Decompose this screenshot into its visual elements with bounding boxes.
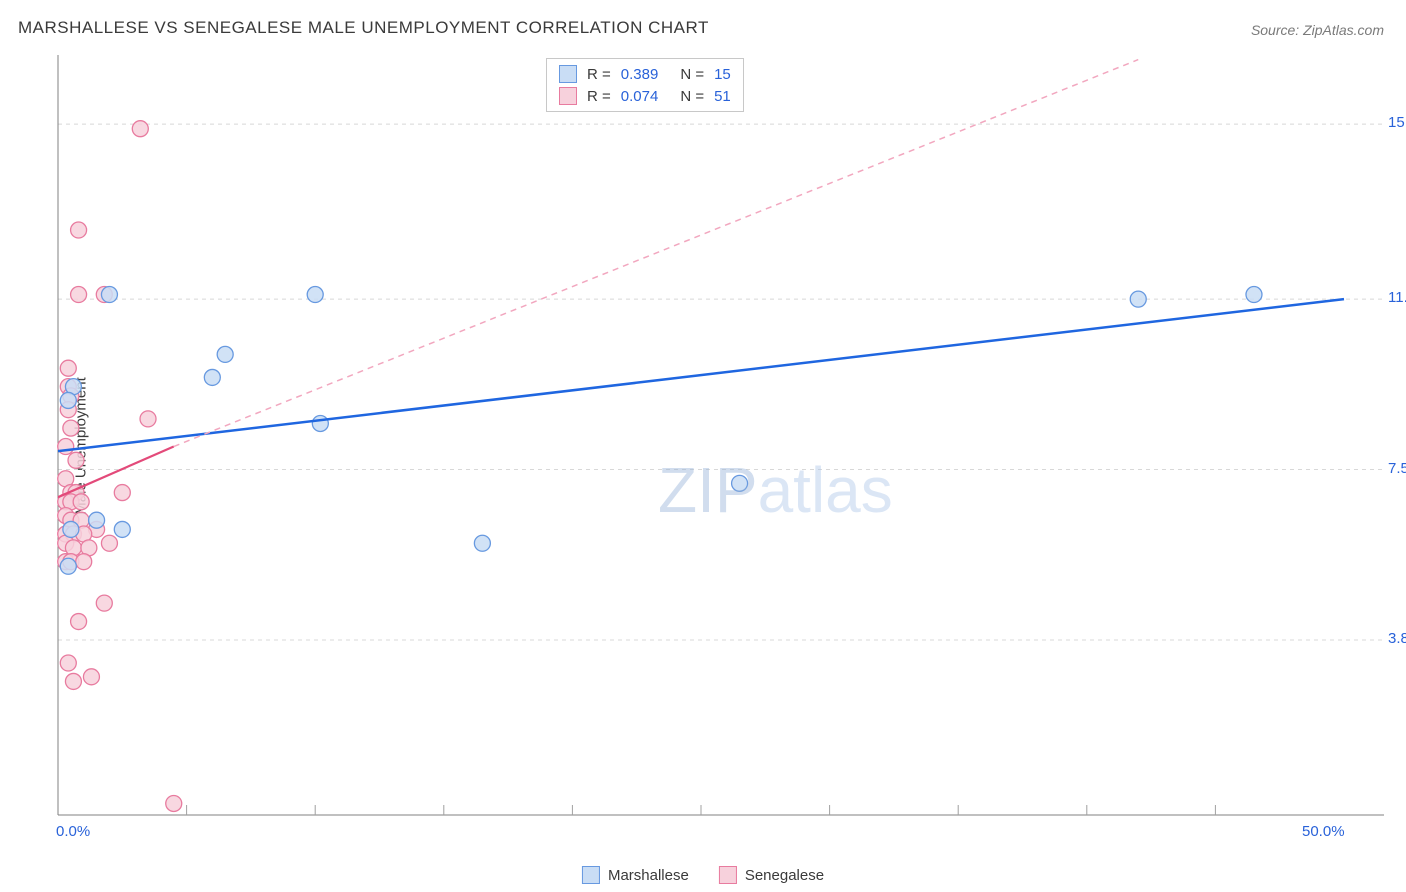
x-tick-label: 50.0% (1302, 823, 1345, 840)
legend-swatch (559, 87, 577, 105)
chart-title: MARSHALLESE VS SENEGALESE MALE UNEMPLOYM… (18, 18, 709, 38)
y-tick-label: 15.0% (1388, 114, 1406, 131)
source-label: Source: ZipAtlas.com (1251, 22, 1384, 38)
legend-swatch (559, 65, 577, 83)
legend-label: Marshallese (608, 867, 689, 884)
y-tick-label: 3.8% (1388, 630, 1406, 647)
legend-bottom: Marshallese Senegalese (582, 866, 824, 884)
stat-value-r: 0.074 (621, 88, 659, 105)
stats-row: R = 0.389 N = 15 (559, 65, 731, 83)
legend-swatch (719, 866, 737, 884)
stats-row: R = 0.074 N = 51 (559, 87, 731, 105)
stat-label-r: R = (587, 66, 611, 83)
stat-label-n: N = (680, 88, 704, 105)
stat-value-n: 15 (714, 66, 731, 83)
chart-container: MARSHALLESE VS SENEGALESE MALE UNEMPLOYM… (0, 0, 1406, 892)
stat-value-r: 0.389 (621, 66, 659, 83)
x-tick-label: 0.0% (56, 823, 90, 840)
stats-legend-box: R = 0.389 N = 15 R = 0.074 N = 51 (546, 58, 744, 112)
y-tick-label: 7.5% (1388, 460, 1406, 477)
legend-label: Senegalese (745, 867, 824, 884)
y-tick-label: 11.2% (1388, 289, 1406, 306)
stat-label-r: R = (587, 88, 611, 105)
legend-swatch (582, 866, 600, 884)
stat-value-n: 51 (714, 88, 731, 105)
chart-svg (48, 55, 1386, 835)
plot-area: R =0.389N =15R =0.074N =51 ZIPatlas 3.8%… (48, 55, 1386, 835)
stat-label-n: N = (680, 66, 704, 83)
legend-item: Senegalese (719, 866, 824, 884)
legend-item: Marshallese (582, 866, 689, 884)
